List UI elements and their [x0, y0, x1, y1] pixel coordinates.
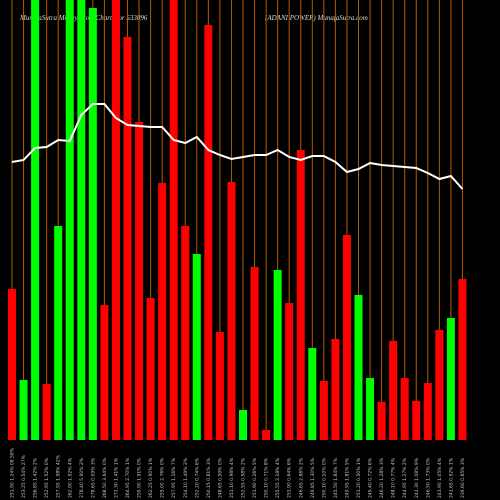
x-tick-label: 252.95 1.52% 0% [44, 457, 50, 498]
x-tick-label: 255.55 2.18% 4% [275, 457, 281, 498]
bar [42, 384, 51, 440]
bar [77, 0, 86, 440]
bar [204, 25, 213, 440]
bar [88, 8, 97, 440]
x-tick-label: 264.95 2.70% 1% [125, 457, 131, 498]
x-tick-label: 249.85 1.30% 5% [310, 457, 316, 498]
x-tick-label: 255.00 2.76% 0% [160, 457, 166, 498]
bar [262, 430, 271, 440]
bar [446, 318, 455, 440]
x-tick-label: 256.85 1.42% 2% [33, 457, 39, 498]
bar [65, 0, 74, 440]
bar [285, 303, 294, 440]
bar [389, 341, 398, 440]
bar [377, 402, 386, 440]
x-tick-label: 278.40 5.90% 2% [79, 457, 85, 498]
bar [331, 339, 340, 440]
x-tick-label: 246.50 1.73% 0% [425, 457, 431, 498]
x-tick-label: 253.90 0.64% 6% [287, 457, 293, 498]
bar [123, 37, 132, 440]
x-tick-label: 244.95 1.27% 2% [402, 457, 408, 498]
money-flow-line [11, 103, 464, 190]
bar [423, 383, 432, 440]
x-tick-label: 252.20 0.74% 6% [194, 457, 200, 498]
x-tick-label: 248.10 0.77% 4% [391, 457, 397, 498]
x-tick-label: 257.95 1.98% 42% [56, 454, 62, 498]
bar [111, 0, 120, 440]
bar [8, 289, 16, 440]
bar [169, 0, 178, 440]
bar [400, 378, 409, 440]
x-tick-label: 251.20 0.50% 1% [356, 457, 362, 498]
x-tick-label: 249.95 1.81% 5% [344, 457, 350, 498]
bar [192, 254, 201, 440]
x-tick-label: 253.25 0.54% 27% [21, 454, 27, 498]
bar [215, 332, 224, 440]
x-tick-label: 242.30 1.08% 9% [414, 457, 420, 498]
bar [273, 270, 282, 440]
x-tick-label: 239.60 0.85% 3% [460, 457, 466, 498]
x-tick-label: 246.20 1.28% 3% [379, 457, 385, 498]
x-tick-label: 251.90 0.26% 5% [252, 457, 258, 498]
x-tick-label: 262.25 0.90% 1% [148, 457, 154, 498]
x-tick-label: 241.65 0.92% 1% [448, 457, 454, 498]
bar [308, 348, 317, 440]
x-tick-label: 245.50 1.84% 7% [333, 457, 339, 498]
bar [239, 410, 247, 440]
bar [181, 226, 190, 440]
x-tick-label: 257.95 1.16% 7% [171, 457, 177, 498]
bar [354, 295, 363, 440]
bar [19, 380, 28, 440]
bar [227, 182, 236, 440]
x-tick-label: 246.65 2.86% 2% [298, 457, 304, 498]
x-tick-label: 251.10 0.98% 4% [229, 457, 235, 498]
bar [296, 150, 305, 440]
bar [135, 122, 144, 440]
x-tick-label: 250.15 0.81% 3% [206, 457, 212, 498]
bar [100, 305, 109, 440]
bar [342, 235, 351, 440]
x-tick-label: 268.50 3.64% 0% [102, 457, 108, 498]
bar [435, 330, 444, 440]
x-tick-label: 254.10 1.49% 2% [183, 457, 189, 498]
x-tick-label: 248.65 0.59% 0% [217, 457, 223, 498]
bar [250, 267, 259, 440]
bar [158, 183, 167, 440]
x-tick-label: 249.40 0.72% 6% [368, 457, 374, 498]
bar [366, 378, 375, 440]
bar [319, 381, 328, 440]
x-tick-label: 250.10 0.10% 0% [321, 457, 327, 498]
x-tick-label: 278.65 0.09% 3% [90, 457, 96, 498]
bar [458, 279, 467, 440]
bar [31, 0, 40, 440]
bar [54, 226, 63, 440]
bar [412, 401, 421, 440]
x-tick-label: 252.55 0.58% 2% [241, 457, 247, 498]
x-tick-label: 251.90 1.24% 08.58% [10, 447, 16, 498]
x-tick-label: 250.10 0.71% 8% [264, 457, 270, 498]
x-tick-label: 262.90 1.92% 4% [67, 457, 73, 498]
bar [146, 298, 155, 440]
chart-subtitle: (ADANI POWER) MunafaSutra.com [265, 14, 368, 22]
x-tick-label: 243.90 1.05% 4% [437, 457, 443, 498]
x-tick-label: 272.30 1.41% 1% [113, 457, 119, 498]
x-tick-label: 259.90 1.91% 0% [137, 457, 143, 498]
